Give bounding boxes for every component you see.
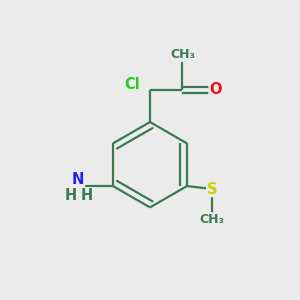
Text: CH₃: CH₃ [170,48,195,62]
Text: O: O [209,82,222,97]
Text: N: N [72,172,85,187]
Text: H: H [65,188,77,203]
Text: H: H [81,188,93,203]
Text: CH₃: CH₃ [200,213,224,226]
Text: S: S [207,182,217,196]
Text: Cl: Cl [124,77,140,92]
